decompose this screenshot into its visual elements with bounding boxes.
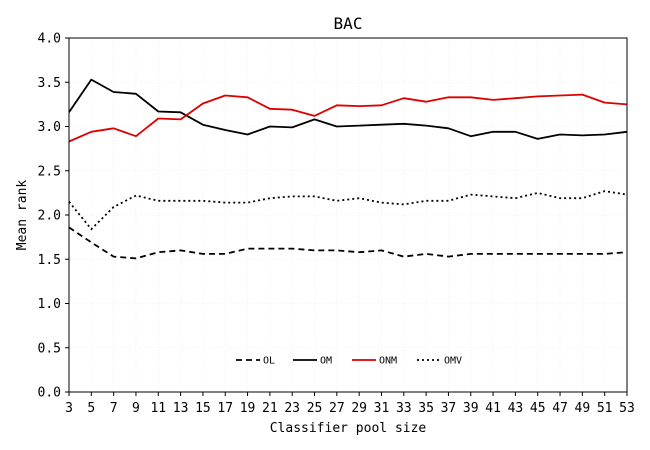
series-line-om xyxy=(68,78,628,140)
x-axis-title: Classifier pool size xyxy=(270,421,427,436)
series-lines xyxy=(68,78,628,260)
chart-title: BAC xyxy=(334,14,363,33)
x-tick-label: 9 xyxy=(132,401,140,416)
x-tick-label: 37 xyxy=(441,401,457,416)
x-tick-label: 33 xyxy=(396,401,412,416)
y-tick-label: 4.0 xyxy=(38,32,61,47)
y-tick-label: 2.5 xyxy=(38,164,61,179)
x-tick-label: 27 xyxy=(329,401,345,416)
y-tick-label: 1.5 xyxy=(38,253,61,268)
series-line-ol xyxy=(68,226,628,260)
x-tick-label: 5 xyxy=(87,401,95,416)
series-line-omv xyxy=(68,190,628,231)
y-axis: 0.0 0.5 1.0 1.5 2.0 2.5 3.0 3.5 4.0 xyxy=(38,32,69,401)
x-tick-label: 7 xyxy=(110,401,118,416)
x-tick-label: 45 xyxy=(530,401,546,416)
x-tick-label: 41 xyxy=(485,401,501,416)
y-tick-label: 0.5 xyxy=(38,341,61,356)
x-tick-label: 43 xyxy=(508,401,524,416)
x-tick-label: 49 xyxy=(575,401,591,416)
grid xyxy=(68,37,628,393)
x-tick-label: 13 xyxy=(173,401,189,416)
x-tick-label: 19 xyxy=(240,401,256,416)
y-axis-title: Mean rank xyxy=(15,180,30,251)
x-tick-label: 25 xyxy=(307,401,323,416)
x-tick-label: 39 xyxy=(463,401,479,416)
x-tick-label: 47 xyxy=(552,401,568,416)
legend-label: OMV xyxy=(444,356,462,367)
y-tick-label: 3.0 xyxy=(38,120,61,135)
legend: OL OM ONM OMV xyxy=(236,356,462,367)
x-tick-label: 11 xyxy=(150,401,166,416)
legend-item-om: OM xyxy=(293,356,332,367)
x-tick-label: 17 xyxy=(217,401,233,416)
legend-item-onm: ONM xyxy=(352,356,397,367)
legend-label: OM xyxy=(320,356,332,367)
x-tick-label: 3 xyxy=(65,401,73,416)
series-line-onm xyxy=(68,93,628,143)
legend-label: ONM xyxy=(379,356,397,367)
legend-label: OL xyxy=(263,356,275,367)
x-tick-label: 29 xyxy=(351,401,367,416)
x-tick-label: 23 xyxy=(284,401,300,416)
y-tick-label: 1.0 xyxy=(38,297,61,312)
legend-item-ol: OL xyxy=(236,356,275,367)
x-axis: 3 5 7 9 11 13 15 17 19 21 23 25 27 29 31 33 35 37 39 41 43 45… xyxy=(65,392,635,416)
x-tick-label: 15 xyxy=(195,401,211,416)
legend-item-omv: OMV xyxy=(417,356,462,367)
y-tick-label: 0.0 xyxy=(38,386,61,401)
y-tick-label: 2.0 xyxy=(38,209,61,224)
x-tick-label: 35 xyxy=(418,401,434,416)
x-tick-label: 51 xyxy=(597,401,613,416)
x-tick-label: 53 xyxy=(619,401,635,416)
x-tick-label: 31 xyxy=(374,401,390,416)
x-tick-label: 21 xyxy=(262,401,278,416)
y-tick-label: 3.5 xyxy=(38,76,61,91)
